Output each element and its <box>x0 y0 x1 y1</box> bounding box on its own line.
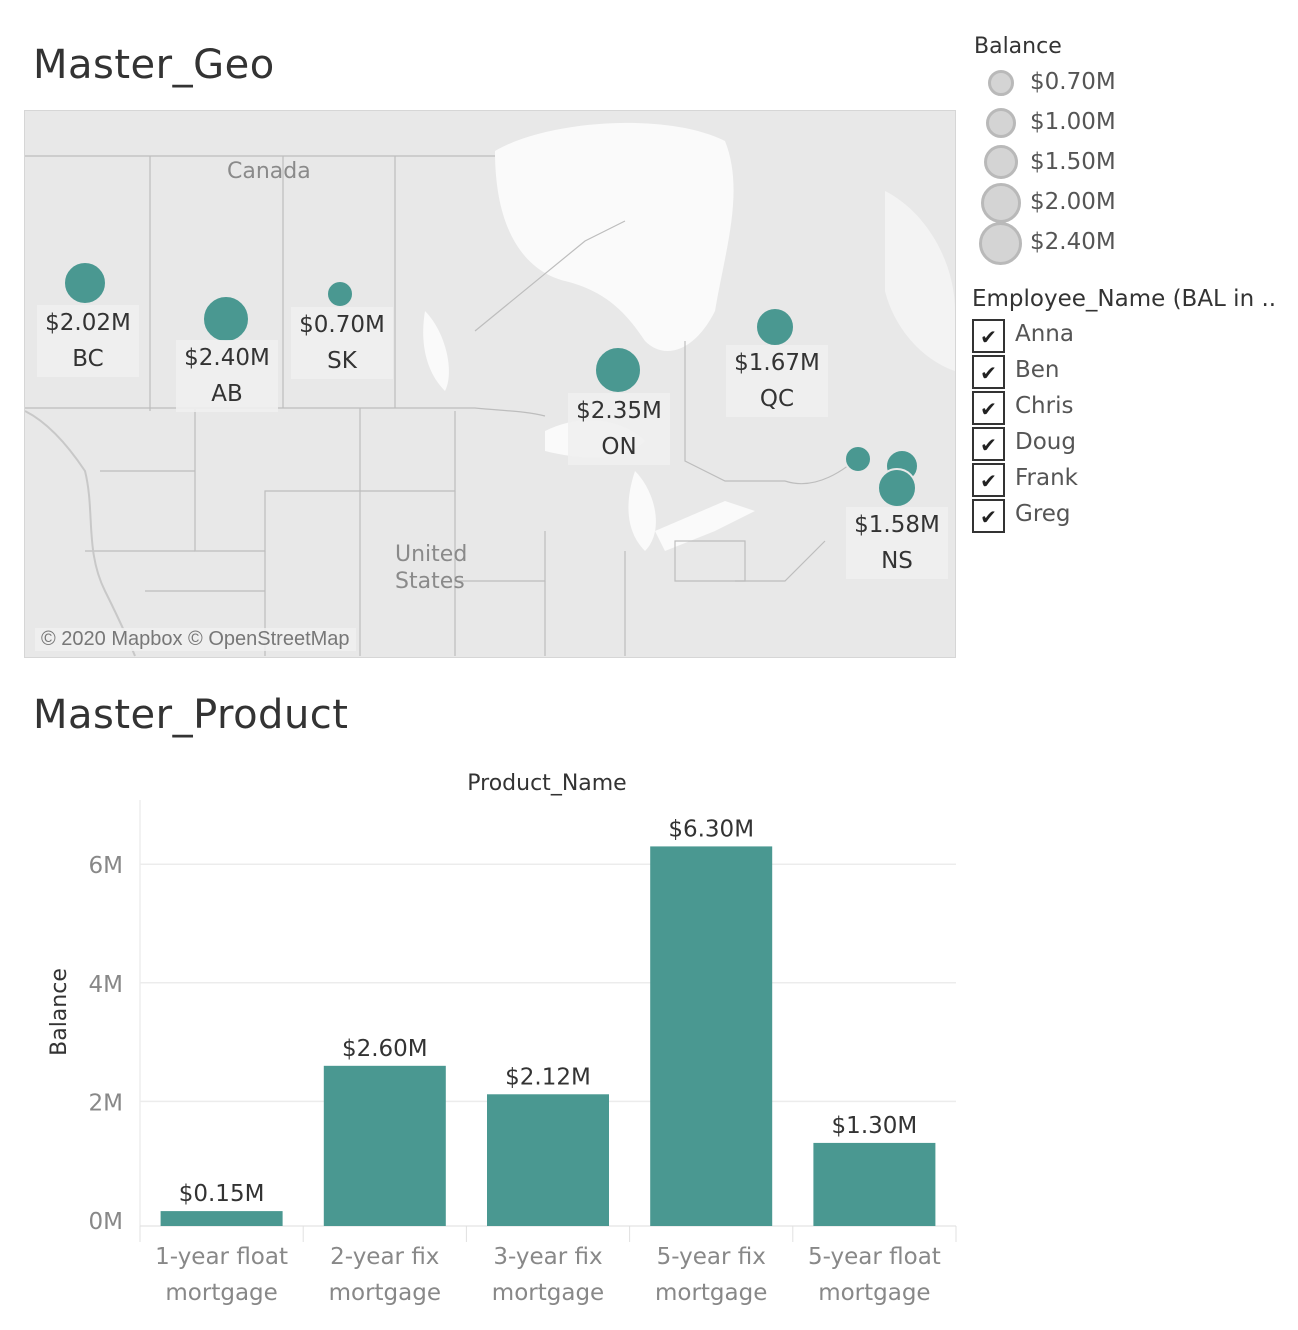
size-circle-icon <box>979 222 1022 265</box>
employee-filter-item-ben[interactable]: ✔ Ben <box>972 355 1232 391</box>
map-place-canada: Canada <box>227 159 311 184</box>
x-tick-label: mortgage <box>329 1280 441 1306</box>
size-circle-icon <box>986 108 1016 138</box>
size-circle-icon <box>984 145 1018 179</box>
x-tick-label: mortgage <box>492 1280 604 1306</box>
map-label-sk: $0.70M SK <box>291 307 393 379</box>
map-label-balance: $1.58M <box>854 512 940 538</box>
balance-legend-value: $2.40M <box>1030 229 1116 255</box>
bar-data-label: $0.15M <box>179 1181 265 1207</box>
map-label-ab: $2.40M AB <box>176 340 278 412</box>
balance-legend-value: $2.00M <box>1030 189 1116 215</box>
bar <box>160 1211 283 1226</box>
checkbox-checked-icon[interactable]: ✔ <box>972 499 1005 533</box>
map-bubble-bc[interactable] <box>63 261 107 305</box>
x-tick-label: mortgage <box>165 1280 277 1306</box>
y-tick-label: 4M <box>89 972 123 998</box>
balance-legend-value: $0.70M <box>1030 69 1116 95</box>
checkbox-checked-icon[interactable]: ✔ <box>972 355 1005 389</box>
x-tick-label: 3-year fix <box>493 1244 602 1270</box>
y-tick-label: 2M <box>89 1090 123 1116</box>
x-tick-label: 5-year float <box>808 1244 941 1270</box>
checkbox-checked-icon[interactable]: ✔ <box>972 319 1005 353</box>
employee-name: Doug <box>1015 429 1076 455</box>
map-view[interactable]: Canada United States $2.02M BC $2.40M AB… <box>24 110 956 658</box>
map-attribution[interactable]: © 2020 Mapbox © OpenStreetMap <box>35 628 356 651</box>
chart-title: Product_Name <box>467 771 626 796</box>
employee-filter-title: Employee_Name (BAL in .. <box>972 286 1277 312</box>
map-bubble-qc[interactable] <box>755 307 795 347</box>
employee-filter-item-greg[interactable]: ✔ Greg <box>972 499 1232 535</box>
checkbox-checked-icon[interactable]: ✔ <box>972 427 1005 461</box>
map-label-code: ON <box>601 434 637 460</box>
map-label-code: AB <box>211 381 243 407</box>
map-label-balance: $1.67M <box>734 350 820 376</box>
checkbox-checked-icon[interactable]: ✔ <box>972 391 1005 425</box>
balance-legend-value: $1.50M <box>1030 149 1116 175</box>
employee-name: Greg <box>1015 501 1071 527</box>
map-bubble-on[interactable] <box>594 346 642 394</box>
balance-legend-item: $0.70M <box>976 63 1176 103</box>
map-label-qc: $1.67M QC <box>726 345 828 417</box>
y-axis-label: Balance <box>47 968 72 1056</box>
map-label-code: QC <box>759 386 795 412</box>
product-title: Master_Product <box>33 692 349 738</box>
map-label-ns: $1.58M NS <box>846 507 948 579</box>
balance-legend-title: Balance <box>974 34 1062 59</box>
balance-legend-item: $2.00M <box>976 183 1176 223</box>
balance-legend-item: $2.40M <box>976 222 1176 265</box>
size-circle-icon <box>981 183 1021 223</box>
map-bubble-nb[interactable] <box>844 445 872 473</box>
map-label-balance: $2.40M <box>184 345 270 371</box>
x-tick-label: mortgage <box>655 1280 767 1306</box>
bar <box>813 1142 936 1226</box>
y-tick-label: 6M <box>89 853 123 879</box>
balance-legend-item: $1.50M <box>976 143 1176 183</box>
x-tick-label: mortgage <box>818 1280 930 1306</box>
employee-name: Chris <box>1015 393 1074 419</box>
bar-data-label: $6.30M <box>668 816 754 842</box>
map-place-us-line2: States <box>395 569 465 594</box>
employee-filter-item-anna[interactable]: ✔ Anna <box>972 319 1232 355</box>
bar <box>650 846 773 1226</box>
map-label-code: SK <box>327 348 357 374</box>
checkbox-checked-icon[interactable]: ✔ <box>972 463 1005 497</box>
map-label-balance: $2.35M <box>576 398 662 424</box>
map-bubble-sk[interactable] <box>326 280 354 308</box>
x-tick-label: 5-year fix <box>657 1244 766 1270</box>
y-tick-label: 0M <box>89 1209 123 1235</box>
map-label-on: $2.35M ON <box>568 393 670 465</box>
map-label-code: NS <box>881 548 913 574</box>
product-bar-chart: Product_Name Balance 0M 2M 4M 6M $0.15M $2.6… <box>47 771 957 1306</box>
x-tick-label: 2-year fix <box>330 1244 439 1270</box>
x-tick-label: 1-year float <box>155 1244 288 1270</box>
bar <box>323 1065 446 1226</box>
map-title: Master_Geo <box>33 42 275 88</box>
map-basemap <box>25 122 955 657</box>
bar-data-label: $2.60M <box>342 1036 428 1062</box>
employee-filter-item-chris[interactable]: ✔ Chris <box>972 391 1232 427</box>
employee-filter-item-doug[interactable]: ✔ Doug <box>972 427 1232 463</box>
map-label-code: BC <box>72 346 104 372</box>
map-place-us-line1: United <box>395 542 468 567</box>
balance-legend-item: $1.00M <box>976 103 1176 143</box>
map-bubble-ns[interactable] <box>877 468 917 508</box>
bar <box>487 1094 609 1226</box>
employee-name: Frank <box>1015 465 1079 491</box>
bar-data-label: $1.30M <box>832 1113 918 1139</box>
employee-filter-item-frank[interactable]: ✔ Frank <box>972 463 1232 499</box>
bar-data-label: $2.12M <box>505 1064 591 1090</box>
map-bubble-ab[interactable] <box>202 295 250 343</box>
employee-name: Ben <box>1015 357 1060 383</box>
map-label-balance: $2.02M <box>45 310 131 336</box>
map-label-bc: $2.02M BC <box>37 305 139 377</box>
size-circle-icon <box>988 70 1014 96</box>
map-label-balance: $0.70M <box>299 312 385 338</box>
employee-name: Anna <box>1015 321 1074 347</box>
balance-legend-value: $1.00M <box>1030 109 1116 135</box>
